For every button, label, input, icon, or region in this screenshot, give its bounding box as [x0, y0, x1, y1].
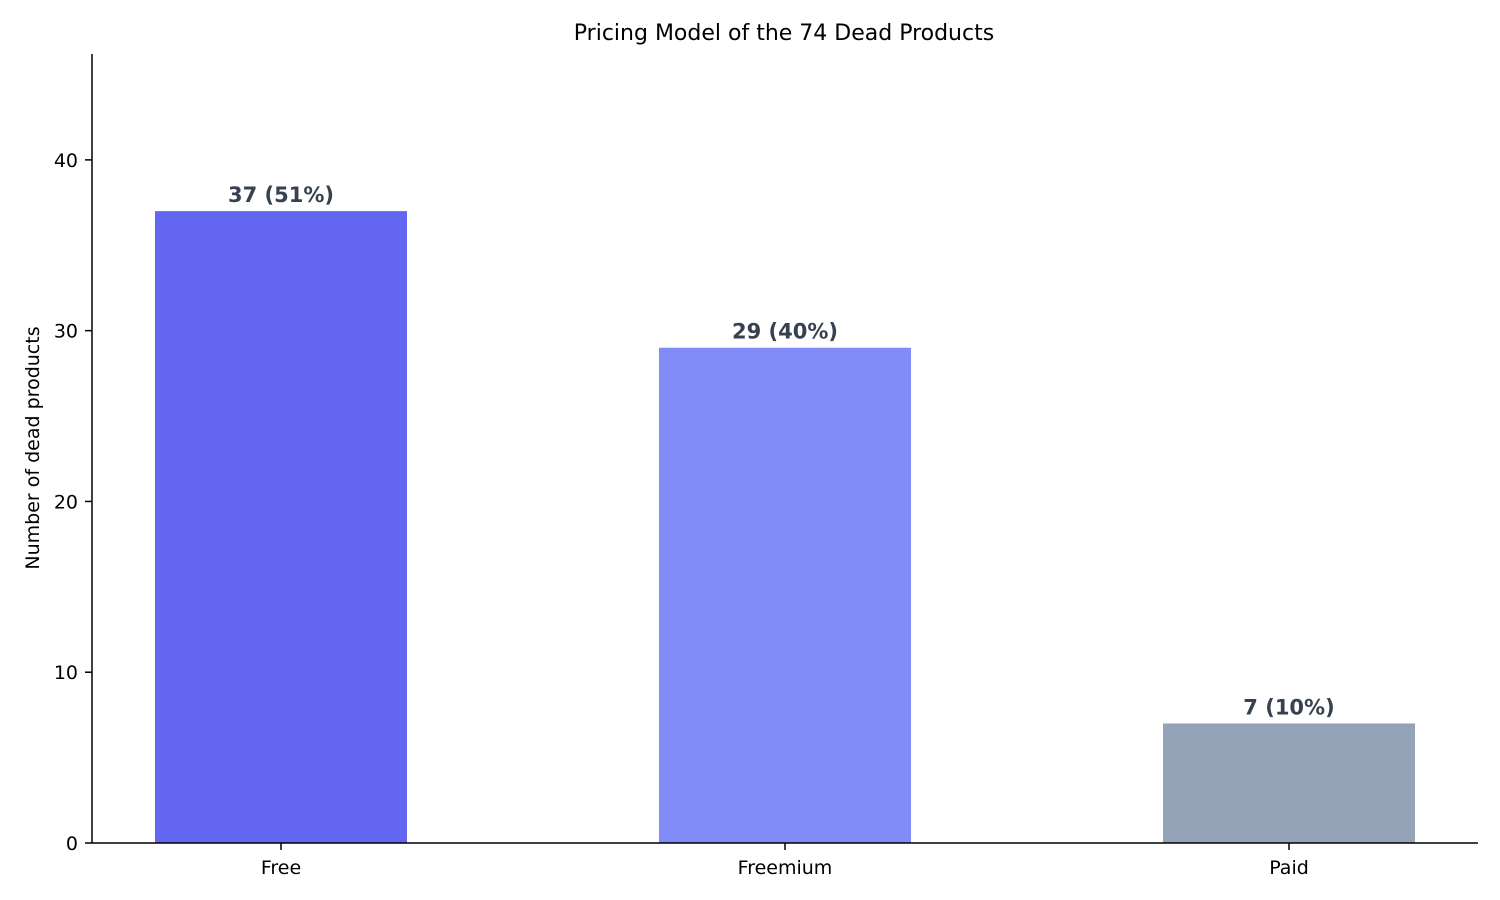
y-axis-label: Number of dead products: [22, 326, 44, 569]
y-tick-label: 40: [54, 150, 78, 172]
y-tick-label: 10: [54, 662, 78, 684]
data-label-free: 37 (51%): [228, 183, 334, 207]
x-tick-label-free: Free: [261, 857, 301, 879]
y-tick-label: 20: [54, 491, 78, 513]
data-labels: 37 (51%) 29 (40%) 7 (10%): [228, 183, 1335, 719]
chart-title: Pricing Model of the 74 Dead Products: [574, 21, 994, 46]
x-tick-label-freemium: Freemium: [738, 857, 833, 879]
bar-freemium: [659, 347, 911, 843]
data-label-paid: 7 (10%): [1243, 695, 1334, 719]
bars: [155, 211, 1415, 843]
x-axis-ticks: Free Freemium Paid: [261, 843, 1309, 879]
y-tick-label: 0: [66, 833, 78, 855]
bar-paid: [1163, 723, 1415, 843]
bar-free: [155, 211, 407, 843]
x-tick-label-paid: Paid: [1269, 857, 1309, 879]
y-axis-ticks: 0 10 20 30 40: [54, 150, 92, 855]
data-label-freemium: 29 (40%): [732, 320, 838, 344]
y-tick-label: 30: [54, 321, 78, 343]
